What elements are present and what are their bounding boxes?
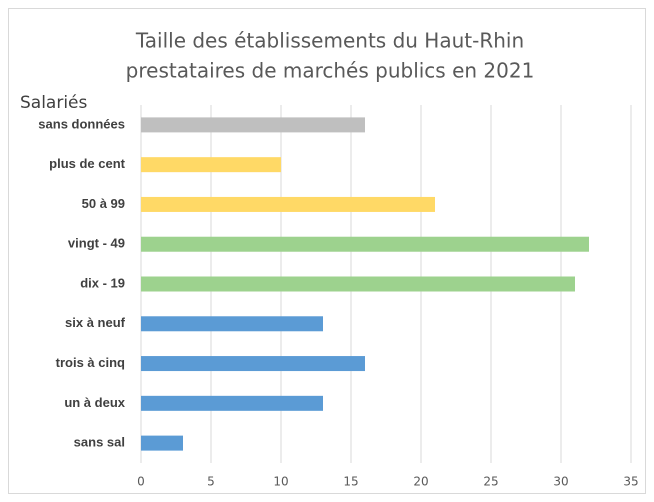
y-tick-label: six à neuf — [65, 315, 126, 330]
y-tick-label: sans données — [38, 116, 125, 131]
bar — [141, 236, 589, 252]
y-tick-label: vingt - 49 — [68, 236, 125, 251]
x-tick-label: 35 — [623, 475, 638, 489]
y-tick-label: un à deux — [64, 395, 125, 410]
bar — [141, 117, 365, 133]
x-tick-label: 0 — [137, 475, 145, 489]
x-tick-label: 25 — [483, 475, 498, 489]
y-tick-label: dix - 19 — [80, 275, 125, 290]
bar — [141, 196, 435, 212]
bar — [141, 435, 183, 451]
chart-title: Taille des établissements du Haut-Rhin — [135, 29, 524, 53]
y-tick-label: plus de cent — [49, 156, 126, 171]
y-tick-label: sans sal — [74, 435, 125, 450]
x-tick-label: 5 — [207, 475, 215, 489]
chart-title: prestataires de marchés publics en 2021 — [126, 59, 535, 83]
x-tick-label: 15 — [343, 475, 358, 489]
x-tick-label: 20 — [413, 475, 428, 489]
x-tick-label: 10 — [273, 475, 288, 489]
y-tick-label: 50 à 99 — [82, 196, 125, 211]
bar — [141, 316, 323, 332]
y-axis-label: Salariés — [20, 93, 88, 113]
bar — [141, 276, 575, 292]
bar — [141, 157, 281, 173]
x-tick-label: 30 — [553, 475, 568, 489]
y-tick-label: trois à cinq — [56, 355, 125, 370]
bar — [141, 395, 323, 411]
bar — [141, 356, 365, 372]
